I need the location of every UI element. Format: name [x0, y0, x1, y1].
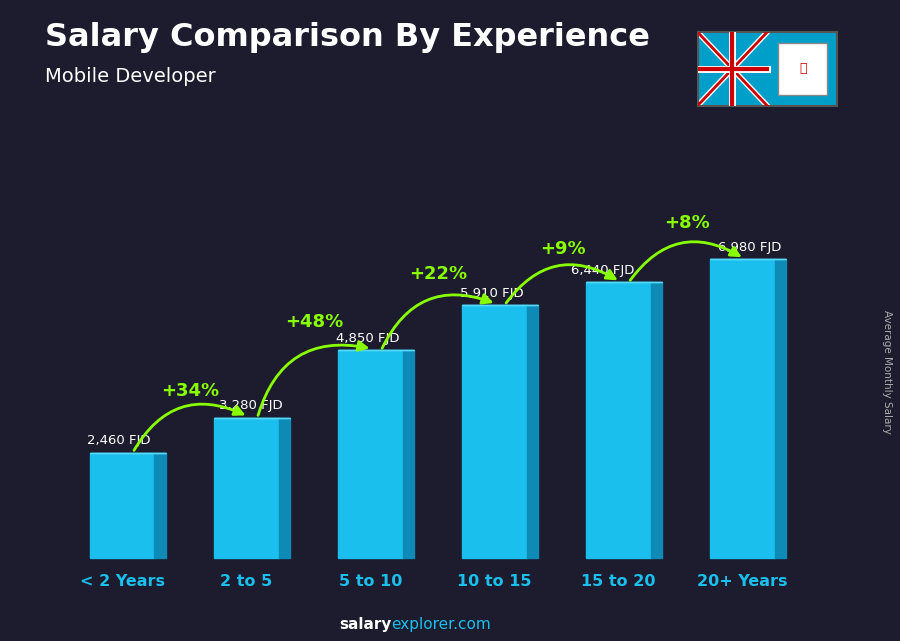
Bar: [586, 283, 651, 558]
Text: 4,850 FJD: 4,850 FJD: [336, 332, 399, 345]
Text: Mobile Developer: Mobile Developer: [45, 67, 216, 87]
Text: 🛡: 🛡: [799, 62, 806, 76]
Text: +9%: +9%: [540, 240, 585, 258]
Polygon shape: [775, 260, 786, 558]
Text: +22%: +22%: [410, 265, 468, 283]
Bar: [710, 260, 775, 558]
Text: +48%: +48%: [285, 313, 344, 331]
Text: explorer.com: explorer.com: [392, 617, 491, 633]
Text: Salary Comparison By Experience: Salary Comparison By Experience: [45, 22, 650, 53]
Text: +34%: +34%: [161, 383, 220, 401]
Text: 3,280 FJD: 3,280 FJD: [219, 399, 283, 412]
Bar: [214, 417, 278, 558]
Text: 6,440 FJD: 6,440 FJD: [572, 264, 634, 278]
Text: salary: salary: [339, 617, 392, 633]
Polygon shape: [155, 453, 166, 558]
Bar: [338, 351, 402, 558]
Text: +8%: +8%: [663, 214, 709, 232]
Polygon shape: [651, 283, 661, 558]
Polygon shape: [526, 305, 538, 558]
Bar: [90, 453, 155, 558]
Polygon shape: [402, 351, 414, 558]
Text: Average Monthly Salary: Average Monthly Salary: [881, 310, 892, 434]
Text: 2,460 FJD: 2,460 FJD: [87, 435, 151, 447]
Text: 5,910 FJD: 5,910 FJD: [460, 287, 523, 300]
Bar: [778, 43, 827, 95]
Polygon shape: [278, 417, 290, 558]
Text: 6,980 FJD: 6,980 FJD: [717, 241, 781, 254]
Bar: [462, 305, 526, 558]
